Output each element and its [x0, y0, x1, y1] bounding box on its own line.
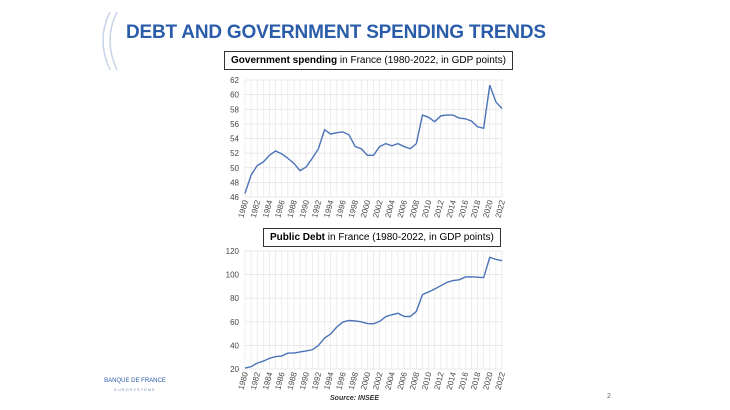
chart-title-rest: in France (1980-2022, in GDP points) — [337, 55, 506, 66]
y-tick-label: 52 — [230, 149, 239, 158]
chart-title-rest: in France (1980-2022, in GDP points) — [325, 232, 494, 243]
y-tick-label: 120 — [226, 247, 240, 256]
banque-de-france-logo: BANQUE DE FRANCE EUROSYSTÈME — [100, 378, 170, 392]
y-tick-label: 60 — [230, 318, 239, 327]
y-tick-label: 50 — [230, 164, 239, 173]
logo-subtext: EUROSYSTÈME — [114, 387, 156, 392]
logo-text: BANQUE DE FRANCE — [104, 378, 166, 384]
y-tick-label: 100 — [226, 271, 240, 280]
chart-title-bold: Government spending — [231, 55, 338, 66]
chart-title-spending: Government spending in France (1980-2022… — [224, 51, 513, 70]
page-number: 2 — [607, 393, 611, 400]
chart-title-bold: Public Debt — [270, 232, 326, 243]
y-tick-label: 40 — [230, 341, 239, 350]
chart-title-debt: Public Debt in France (1980-2022, in GDP… — [263, 228, 501, 247]
source-note: Source: INSEE — [330, 395, 380, 402]
y-tick-label: 80 — [230, 294, 239, 303]
y-tick-label: 46 — [230, 193, 239, 202]
page-title: DEBT AND GOVERNMENT SPENDING TRENDS — [126, 22, 546, 43]
x-tick-label: 2022 — [494, 199, 507, 219]
y-tick-label: 54 — [230, 135, 239, 144]
x-tick-label: 2022 — [494, 371, 507, 391]
y-tick-label: 20 — [230, 365, 239, 374]
y-tick-label: 48 — [230, 178, 239, 187]
y-tick-label: 60 — [230, 91, 239, 100]
y-tick-label: 56 — [230, 120, 239, 129]
y-tick-label: 58 — [230, 105, 239, 114]
y-tick-label: 62 — [230, 76, 239, 85]
